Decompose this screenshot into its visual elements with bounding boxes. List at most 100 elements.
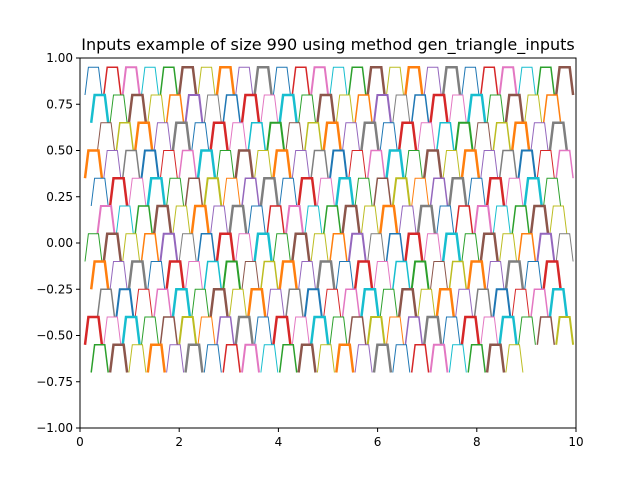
series-segment — [109, 94, 128, 123]
series-segment — [203, 344, 222, 373]
series-segment — [96, 288, 116, 318]
series-segment — [335, 261, 354, 290]
series-segment — [517, 233, 537, 262]
series-segment — [385, 233, 405, 262]
series-segment — [422, 315, 443, 345]
series-segment — [310, 233, 329, 262]
series-segment — [140, 149, 160, 179]
x-tick-label: 0 — [76, 435, 84, 449]
series-segment — [153, 288, 172, 318]
series-segment — [410, 260, 430, 290]
series-segment — [222, 177, 241, 207]
x-axis: 0 2 4 6 8 10 — [76, 428, 584, 449]
series-segment — [97, 122, 115, 151]
y-tick-label: 0.75 — [46, 97, 73, 111]
series-segment — [84, 233, 103, 262]
series-segment — [523, 176, 543, 207]
series-segment — [366, 66, 386, 96]
series-segment — [133, 121, 154, 151]
series-segment — [285, 288, 304, 318]
series-segment — [266, 205, 285, 234]
series-segment — [216, 316, 235, 345]
series-segment — [90, 177, 109, 207]
series-segment — [354, 94, 373, 123]
series-segment — [323, 288, 342, 318]
series-segment — [203, 94, 222, 123]
y-tick-label: −0.75 — [36, 375, 73, 389]
series-segment — [278, 93, 298, 123]
series-segment — [190, 204, 210, 234]
series-segment — [254, 150, 273, 179]
series-segment — [436, 122, 455, 151]
series-segment — [397, 288, 418, 318]
series-segment — [146, 343, 166, 373]
series-segment — [348, 66, 367, 96]
series-segment — [229, 288, 247, 318]
series-segment — [329, 149, 348, 179]
series-segment — [536, 232, 556, 262]
series-segment — [473, 205, 493, 234]
series-segment — [429, 177, 449, 207]
series-segment — [84, 66, 103, 96]
series-segment — [297, 343, 317, 373]
series-segment — [441, 232, 462, 262]
x-tick-label: 6 — [374, 435, 382, 449]
series-segment — [185, 261, 203, 290]
series-segment — [216, 150, 235, 179]
series-segment — [153, 122, 172, 151]
y-tick-label: −0.25 — [36, 282, 73, 296]
series-segment — [309, 315, 330, 345]
series-segment — [184, 177, 204, 207]
series-segment — [247, 122, 267, 151]
series-segment — [222, 260, 242, 290]
series-segment — [422, 149, 443, 179]
series-segment — [454, 121, 474, 151]
series-segment — [360, 121, 380, 151]
series-segment — [115, 122, 135, 151]
series-segment — [347, 232, 367, 262]
series-segment — [480, 150, 499, 179]
series-segment — [89, 260, 110, 290]
series-segment — [304, 205, 323, 234]
series-segment — [316, 93, 336, 123]
series-segment — [436, 205, 455, 234]
series-segment — [386, 316, 404, 345]
series-segment — [454, 205, 474, 234]
series-segment — [367, 233, 386, 262]
series-segment — [372, 343, 393, 373]
series-segment — [435, 288, 456, 318]
series-segment — [467, 344, 486, 373]
series-segment — [259, 176, 280, 207]
series-segment — [498, 315, 518, 345]
series-segment — [141, 66, 159, 96]
series-segment — [354, 177, 373, 207]
series-segment — [511, 288, 530, 318]
series-segment — [460, 149, 481, 179]
series-segment — [316, 177, 335, 207]
series-segment — [518, 316, 536, 345]
series-segment — [322, 121, 342, 151]
series-segment — [241, 343, 260, 373]
series-segment — [146, 176, 166, 207]
series-segment — [479, 232, 499, 262]
series-segment — [467, 177, 486, 207]
series-segment — [310, 66, 330, 96]
series-segment — [241, 261, 260, 290]
series-segment — [260, 260, 279, 290]
series-segment — [461, 66, 480, 96]
series-segment — [398, 205, 417, 234]
series-segment — [329, 316, 348, 345]
series-segment — [121, 315, 141, 345]
series-segment — [423, 66, 442, 96]
series-segment — [222, 94, 241, 123]
series-segment — [379, 122, 398, 151]
series-segment — [448, 94, 467, 123]
series-segment — [542, 260, 562, 290]
series-segment — [203, 260, 223, 290]
series-segment — [524, 94, 543, 123]
series-segment — [291, 232, 311, 262]
series-segment — [171, 121, 192, 151]
series-segment — [165, 94, 185, 123]
y-tick-label: −0.50 — [36, 329, 73, 343]
